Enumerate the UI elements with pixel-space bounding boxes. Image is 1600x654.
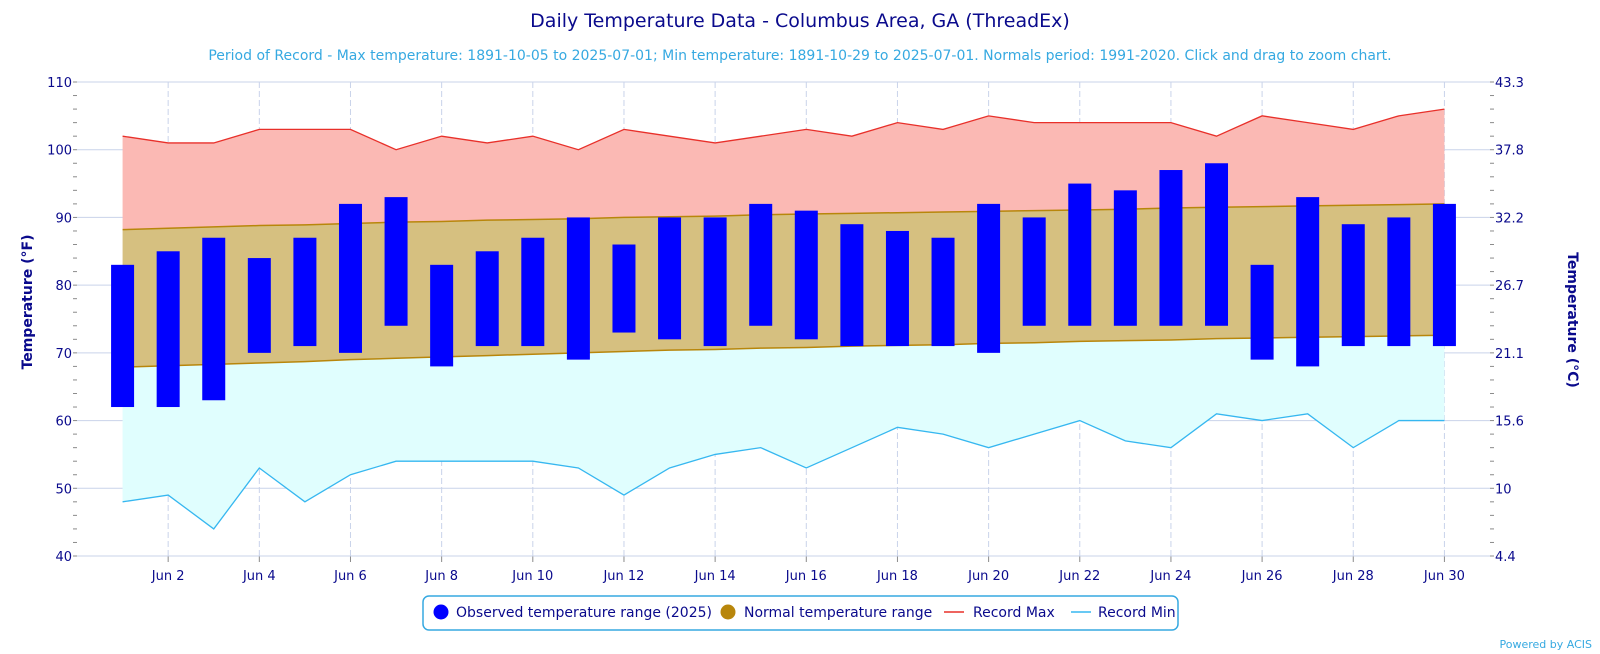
- x-tick-label: Jun 26: [1241, 569, 1283, 584]
- x-tick-label: Jun 6: [333, 569, 367, 584]
- x-tick-label: Jun 18: [876, 569, 918, 584]
- observed-range-bar[interactable]: [1250, 264, 1274, 360]
- observed-range-bar[interactable]: [156, 251, 180, 408]
- observed-range-bar[interactable]: [1296, 197, 1320, 367]
- x-tick-label: Jun 30: [1423, 569, 1465, 584]
- observed-range-bar[interactable]: [1068, 183, 1092, 326]
- y-tick-label-right: 21.1: [1495, 347, 1524, 362]
- y-tick-label-right: 4.4: [1495, 550, 1516, 565]
- y-tick-label-left: 90: [55, 211, 72, 226]
- observed-range-bar[interactable]: [475, 251, 499, 347]
- y-axis-title-left: Temperature (°F): [20, 235, 36, 370]
- legend-box: [422, 595, 1179, 631]
- observed-range-bar[interactable]: [840, 224, 864, 347]
- y-axis-title-right: Temperature (°C): [1564, 252, 1580, 388]
- observed-range-bar[interactable]: [1387, 217, 1411, 347]
- observed-range-bar[interactable]: [931, 237, 955, 347]
- observed-range-bar[interactable]: [1205, 163, 1229, 326]
- legend-normal-marker: [720, 604, 736, 620]
- observed-range-bar[interactable]: [977, 203, 1001, 353]
- y-tick-label-left: 70: [55, 347, 72, 362]
- chart-subtitle: Period of Record - Max temperature: 1891…: [208, 48, 1391, 64]
- legend-record-min-label: Record Min: [1098, 605, 1176, 621]
- x-tick-label: Jun 24: [1149, 569, 1191, 584]
- observed-range-bar[interactable]: [1432, 203, 1456, 347]
- observed-range-bar[interactable]: [703, 217, 727, 347]
- x-tick-label: Jun 16: [785, 569, 827, 584]
- x-tick-label: Jun 20: [967, 569, 1009, 584]
- legend-item-normal[interactable]: Normal temperature range: [720, 604, 933, 622]
- observed-range-bar[interactable]: [1022, 217, 1046, 326]
- y-tick-label-right: 26.7: [1495, 279, 1524, 294]
- observed-range-bar[interactable]: [293, 237, 317, 347]
- observed-range-bar[interactable]: [1113, 190, 1137, 326]
- y-tick-label-right: 15.6: [1495, 415, 1524, 430]
- y-tick-label-left: 60: [55, 415, 72, 430]
- normal-low-line: [122, 334, 1445, 368]
- legend-normal-label: Normal temperature range: [744, 605, 932, 621]
- legend-record-max-label: Record Max: [973, 605, 1055, 621]
- legend-observed-label: Observed temperature range (2025): [456, 605, 712, 621]
- credit-link[interactable]: Powered by ACIS: [1500, 638, 1593, 651]
- x-tick-label: Jun 28: [1332, 569, 1374, 584]
- record-max-line: [122, 108, 1445, 151]
- observed-range-bar[interactable]: [749, 203, 773, 326]
- y-tick-label-left: 80: [55, 279, 72, 294]
- observed-range-bar[interactable]: [247, 258, 271, 353]
- x-tick-label: Jun 4: [242, 569, 276, 584]
- observed-range-bar[interactable]: [384, 197, 408, 326]
- axes: 40 4.4 50 10 60 15.6 70 21.1 80 26.7 90 32.2 100 37.8…: [47, 76, 1524, 584]
- y-tick-label-right: 43.3: [1495, 76, 1524, 91]
- observed-range-bar[interactable]: [338, 203, 362, 353]
- observed-range-bar[interactable]: [658, 217, 682, 340]
- observed-range-bar[interactable]: [612, 244, 636, 333]
- legend: Observed temperature range (2025) Normal…: [422, 595, 1179, 631]
- y-tick-label-right: 10: [1495, 482, 1512, 497]
- observed-range-bar[interactable]: [202, 237, 226, 401]
- y-tick-label-left: 110: [47, 76, 72, 91]
- x-tick-label: Jun 10: [511, 569, 553, 584]
- observed-range-bar[interactable]: [1159, 170, 1183, 326]
- observed-range-bar[interactable]: [1341, 224, 1365, 347]
- y-tick-label-left: 40: [55, 550, 72, 565]
- observed-range-bar[interactable]: [794, 210, 818, 340]
- observed-range-bar[interactable]: [111, 264, 135, 408]
- observed-range-bar[interactable]: [430, 264, 454, 367]
- x-tick-label: Jun 12: [602, 569, 644, 584]
- observed-range-bar[interactable]: [566, 217, 590, 360]
- legend-item-record-max[interactable]: Record Max: [944, 605, 1055, 621]
- chart-title: Daily Temperature Data - Columbus Area, …: [530, 10, 1070, 32]
- x-tick-label: Jun 14: [694, 569, 736, 584]
- legend-observed-marker: [433, 604, 449, 620]
- data-marks: [111, 108, 1456, 530]
- record-min-line: [122, 413, 1445, 530]
- legend-item-observed[interactable]: Observed temperature range (2025): [433, 604, 712, 622]
- observed-range-bar[interactable]: [521, 237, 545, 347]
- y-tick-label-right: 32.2: [1495, 211, 1524, 226]
- y-tick-label-left: 100: [47, 144, 72, 159]
- x-tick-label: Jun 22: [1058, 569, 1100, 584]
- record-min-band: [122, 335, 1445, 529]
- observed-range-bar[interactable]: [885, 230, 909, 347]
- legend-item-record-min[interactable]: Record Min: [1071, 605, 1176, 621]
- y-tick-label-left: 50: [55, 482, 72, 497]
- x-tick-label: Jun 2: [151, 569, 185, 584]
- y-tick-label-right: 37.8: [1495, 144, 1524, 159]
- x-tick-label: Jun 8: [424, 569, 458, 584]
